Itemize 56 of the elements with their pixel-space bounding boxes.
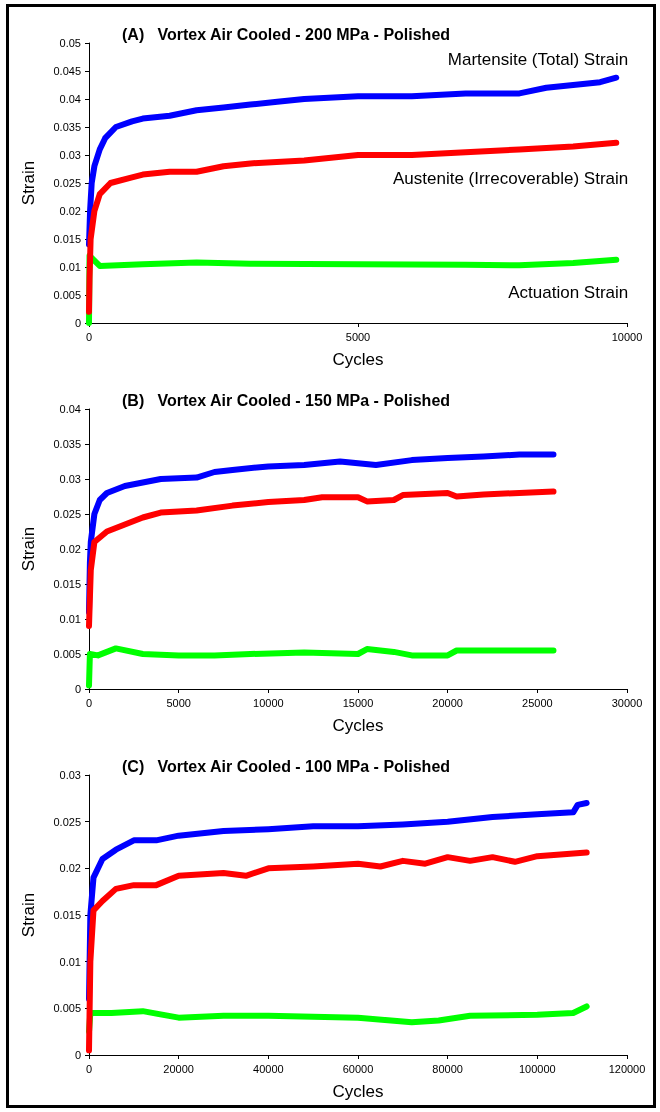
chart-title: (A) Vortex Air Cooled - 200 MPa - Polished: [122, 25, 451, 43]
y-tick-label: 0.005: [53, 289, 81, 301]
y-tick-label: 0.005: [53, 648, 81, 660]
y-tick-label: 0.035: [53, 121, 81, 133]
chart-title: (C) Vortex Air Cooled - 100 MPa - Polished: [122, 757, 451, 775]
x-tick-label: 0: [85, 330, 93, 343]
x-tick-label: 60000: [342, 1062, 374, 1075]
x-tick-label: 25000: [522, 696, 553, 709]
y-axis-title: Strain: [19, 160, 38, 206]
x-tick-label: 120000: [608, 1062, 646, 1075]
y-tick-label: 0.025: [53, 177, 81, 189]
y-tick-label: 0: [74, 317, 81, 329]
x-tick-label: 40000: [253, 1062, 284, 1075]
y-tick-label: 0.01: [59, 613, 81, 625]
x-axis-title: Cycles: [332, 1082, 384, 1101]
x-tick-label: 100000: [518, 1062, 556, 1075]
x-tick-label: 80000: [432, 1062, 463, 1075]
y-tick-label: 0.03: [59, 769, 81, 781]
y-tick-label: 0.04: [59, 403, 81, 415]
y-tick-label: 0.015: [53, 578, 81, 590]
y-tick-label: 0.025: [53, 508, 81, 520]
y-tick-label: 0.03: [59, 149, 81, 161]
y-tick-label: 0.04: [59, 93, 81, 105]
series-label: Actuation Strain: [508, 283, 629, 303]
x-axis-title: Cycles: [332, 716, 384, 735]
x-tick-label: 30000: [611, 696, 643, 709]
y-tick-label: 0.05: [59, 37, 81, 49]
x-tick-label: 5000: [345, 330, 371, 343]
y-tick-label: 0.03: [59, 473, 81, 485]
y-tick-label: 0: [74, 683, 81, 695]
y-tick-label: 0.01: [59, 261, 81, 273]
y-axis-title: Strain: [19, 526, 38, 572]
y-tick-label: 0.02: [59, 205, 81, 217]
y-tick-label: 0.005: [53, 1002, 81, 1015]
y-tick-label: 0.045: [53, 65, 81, 77]
x-tick-label: 20000: [163, 1062, 194, 1075]
x-tick-label: 0: [85, 1062, 93, 1075]
x-tick-label: 10000: [253, 696, 284, 709]
y-tick-label: 0.02: [59, 862, 81, 875]
y-tick-label: 0.01: [59, 955, 81, 968]
x-tick-label: 15000: [342, 696, 374, 709]
x-tick-label: 0: [85, 696, 93, 709]
y-tick-label: 0.015: [53, 233, 81, 245]
x-axis-title: Cycles: [332, 350, 384, 369]
y-tick-label: 0: [74, 1049, 81, 1061]
x-tick-label: 5000: [166, 696, 191, 709]
y-axis-title: Strain: [19, 892, 38, 938]
x-tick-label: 20000: [432, 696, 463, 709]
y-tick-label: 0.02: [59, 543, 81, 555]
x-tick-label: 10000: [611, 330, 643, 343]
chart-title: (B) Vortex Air Cooled - 150 MPa - Polished: [122, 391, 451, 409]
series-label: Martensite (Total) Strain: [447, 50, 629, 70]
y-tick-label: 0.035: [53, 438, 81, 450]
series-label: Austenite (Irrecoverable) Strain: [392, 169, 629, 189]
y-tick-label: 0.025: [53, 815, 81, 828]
y-tick-label: 0.015: [53, 909, 81, 921]
